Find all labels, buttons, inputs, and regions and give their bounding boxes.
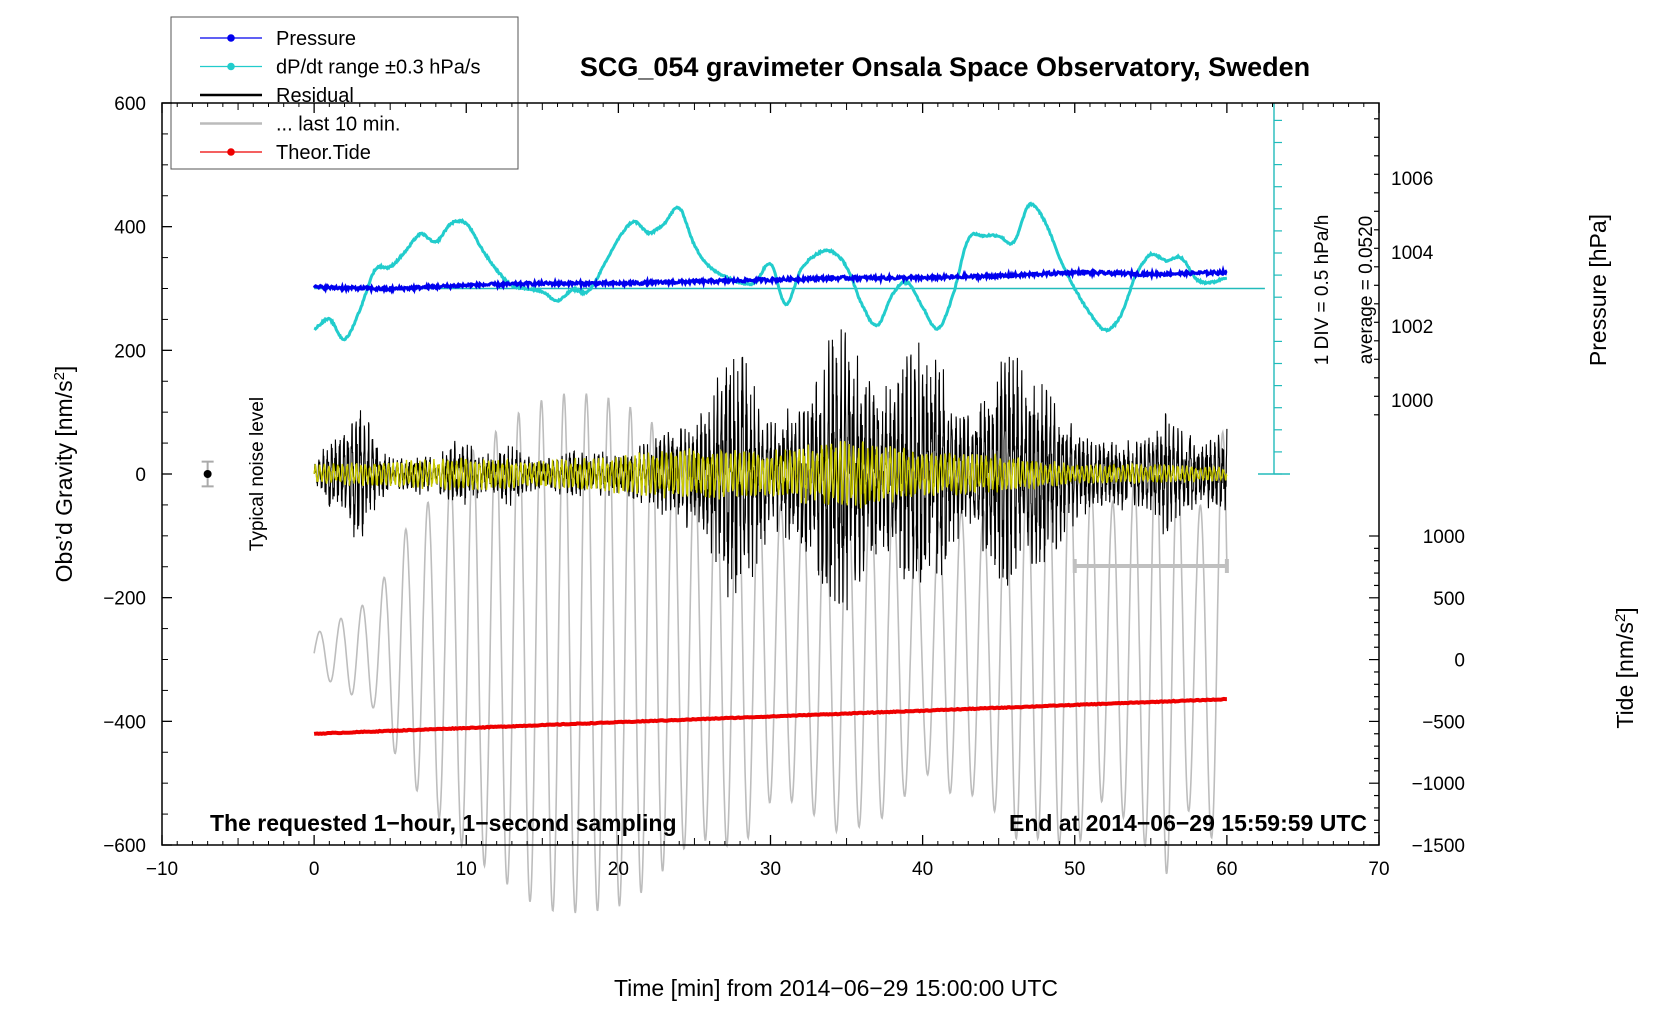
x-tick-label: 50 xyxy=(1064,859,1085,880)
x-tick-label: 30 xyxy=(760,859,781,880)
x-tick-label: 40 xyxy=(912,859,933,880)
legend-swatch-marker xyxy=(227,148,235,156)
tide-axis-title-sup: 2 xyxy=(1612,614,1629,622)
x-axis-title: Time [min] from 2014−06−29 15:00:00 UTC xyxy=(614,975,1058,1001)
y-tick-label: −200 xyxy=(103,589,146,610)
noise-level-label: Typical noise level xyxy=(247,397,268,551)
pressure-tick-label: 1002 xyxy=(1391,317,1433,338)
x-tick-label: 20 xyxy=(608,859,629,880)
tide-axis-title: Tide [nm/s2] xyxy=(1612,607,1639,728)
tide-line xyxy=(313,696,1227,736)
pressure-line xyxy=(312,265,1228,296)
pressure-tick-label: 1006 xyxy=(1391,169,1433,190)
y-tick-label: 600 xyxy=(114,94,146,115)
tide-tick-label: 0 xyxy=(1454,651,1465,672)
legend-label: ... last 10 min. xyxy=(276,114,401,136)
y-tick-label: −600 xyxy=(103,836,146,857)
y-axis-left-title-text: Obs’d Gravity [nm/s xyxy=(51,380,77,582)
pressure-tick-label: 1000 xyxy=(1391,391,1433,412)
tide-tick-label: 1000 xyxy=(1423,527,1465,548)
dpdt-line xyxy=(313,201,1228,342)
legend-label: Residual xyxy=(276,85,354,107)
y-tick-label: 0 xyxy=(135,465,146,486)
legend-label: dP/dt range ±0.3 hPa/s xyxy=(276,57,480,79)
residual-filtered-line xyxy=(313,441,1228,509)
legend-box xyxy=(170,16,519,170)
y-axis-left-title-close: ] xyxy=(51,366,77,372)
end-time-note: End at 2014−06−29 15:59:59 UTC xyxy=(1009,810,1367,836)
tide-tick-label: 500 xyxy=(1433,589,1465,610)
tide-tick-label: −1500 xyxy=(1412,836,1465,857)
legend-swatch-marker xyxy=(227,62,235,71)
last-10-min-line xyxy=(313,393,1228,914)
tide-tick-label: −500 xyxy=(1422,712,1465,733)
y-tick-label: 400 xyxy=(114,218,146,239)
x-tick-label: 70 xyxy=(1368,859,1389,880)
y-axis-left-title-sup: 2 xyxy=(51,372,68,380)
div-label: 1 DIV = 0.5 hPa/h xyxy=(1312,215,1333,366)
x-tick-label: 10 xyxy=(456,859,477,880)
x-tick-label: 0 xyxy=(309,859,320,880)
tide-tick-label: −1000 xyxy=(1412,774,1465,795)
legend-swatch-marker xyxy=(227,34,235,42)
legend: Pressure dP/dt range ±0.3 hPa/s Residual..… xyxy=(170,16,519,170)
x-tick-label: −10 xyxy=(146,859,178,880)
y-axis-left-title: Obs’d Gravity [nm/s2] xyxy=(51,366,78,583)
tide-axis-title-close: ] xyxy=(1612,607,1638,613)
y-tick-label: 200 xyxy=(114,341,146,362)
legend-label: Pressure xyxy=(276,28,356,50)
x-tick-label: 60 xyxy=(1216,859,1237,880)
pressure-tick-label: 1004 xyxy=(1391,243,1434,264)
chart-title: SCG_054 gravimeter Onsala Space Observat… xyxy=(580,52,1310,82)
sampling-note: The requested 1−hour, 1−second sampling xyxy=(210,810,677,836)
pressure-axis-title: Pressure [hPa] xyxy=(1585,214,1611,366)
tide-axis-title-text: Tide [nm/s xyxy=(1612,622,1638,729)
legend-label: Theor.Tide xyxy=(276,142,371,164)
y-tick-label: −400 xyxy=(103,712,146,733)
average-label: average = 0.0520 xyxy=(1356,216,1377,364)
plot-area xyxy=(201,103,1290,914)
noise-marker xyxy=(203,470,212,478)
